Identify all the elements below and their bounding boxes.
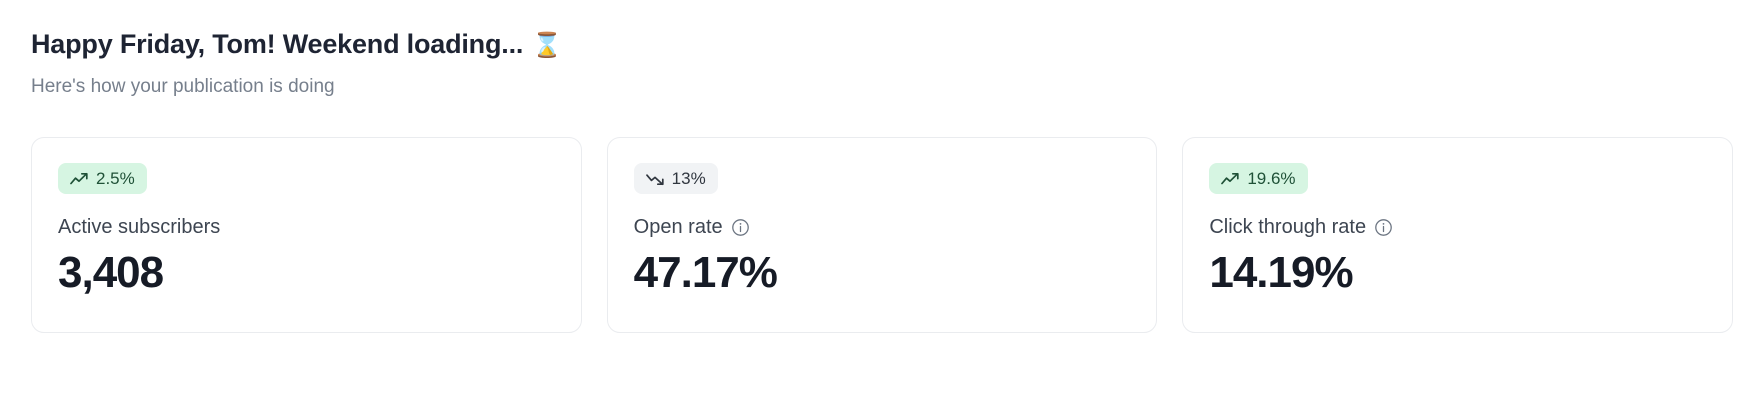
trending-up-icon — [1221, 172, 1240, 186]
metric-label-text: Open rate — [633, 216, 723, 238]
metric-label-text: Active subscribers — [58, 216, 221, 238]
metric-label: Active subscribers — [58, 215, 555, 239]
status-badge: 2.5% — [58, 163, 147, 194]
page-header: Happy Friday, Tom! Weekend loading... ⌛ … — [31, 28, 562, 99]
hourglass-emoji: ⌛ — [532, 32, 562, 59]
page-subtitle: Here's how your publication is doing — [31, 75, 335, 97]
status-badge-value: 2.5% — [96, 169, 135, 188]
status-badge-value: 13% — [671, 169, 706, 188]
metric-value: 14.19% — [1209, 248, 1353, 297]
page-title-text: Happy Friday, Tom! Weekend loading... — [31, 29, 524, 59]
metric-value: 3,408 — [58, 248, 164, 297]
status-badge-value: 19.6% — [1247, 169, 1296, 188]
metric-label: Click through rate — [1209, 215, 1706, 239]
status-badge: 13% — [633, 163, 718, 194]
metric-cards: 2.5% Active subscribers 3,408 13% Open r… — [31, 137, 1734, 333]
metric-card-open-rate[interactable]: 13% Open rate 47.17% — [606, 137, 1158, 333]
metric-label-text: Click through rate — [1209, 216, 1367, 238]
metric-card-click-through-rate[interactable]: 19.6% Click through rate 14.19% — [1182, 137, 1734, 333]
page-title: Happy Friday, Tom! Weekend loading... ⌛ — [31, 28, 562, 62]
metric-label: Open rate — [634, 215, 1131, 239]
metric-value: 47.17% — [633, 248, 778, 297]
status-badge: 19.6% — [1209, 163, 1308, 194]
trending-up-icon — [70, 172, 89, 186]
trending-down-icon — [645, 172, 665, 186]
info-icon[interactable] — [731, 218, 750, 237]
metric-card-active-subscribers[interactable]: 2.5% Active subscribers 3,408 — [31, 137, 582, 333]
info-icon[interactable] — [1374, 218, 1393, 237]
